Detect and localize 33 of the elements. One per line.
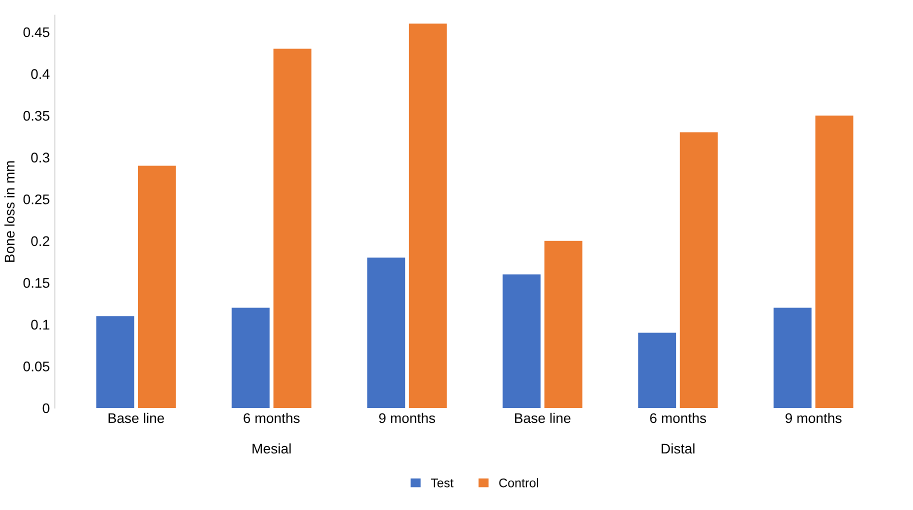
legend-label: Test	[430, 478, 454, 488]
x-tick-label: 6 months	[650, 412, 706, 424]
x-tick-label: 6 months	[244, 412, 300, 424]
bar	[544, 240, 582, 408]
y-tick-label: 0.1	[31, 320, 50, 330]
y-axis-title: Bone loss in mm	[4, 161, 15, 262]
text: Mesial	[252, 443, 291, 454]
y-tick-label: 0.45	[23, 27, 50, 38]
y-tick-label: 0	[42, 403, 50, 414]
bar	[232, 308, 270, 408]
y-tick-label: 0.2	[31, 236, 50, 246]
legend-label: Control	[499, 478, 538, 488]
y-tick-label: 0.4	[31, 69, 50, 79]
bar	[138, 166, 176, 408]
bar	[408, 24, 447, 408]
bar	[96, 316, 134, 408]
bar	[638, 332, 676, 408]
bar	[815, 116, 854, 408]
y-tick-label: 0.15	[23, 278, 50, 288]
y-tick-label: 0.35	[23, 110, 50, 121]
x-tick-label: 9 months	[786, 412, 842, 424]
x-tick-label: 9 months	[379, 412, 436, 424]
bar	[774, 308, 812, 408]
bar	[680, 132, 718, 408]
y-tick-label: 0.25	[23, 194, 50, 204]
text: Distal	[662, 443, 694, 454]
y-tick-label: 0.3	[31, 152, 50, 163]
bar	[273, 48, 312, 408]
x-tick-label: Base line	[515, 412, 570, 424]
bar	[367, 258, 406, 408]
y-tick-label: 0.05	[23, 362, 50, 372]
x-tick-label: Base line	[108, 412, 164, 424]
bar	[502, 274, 541, 408]
